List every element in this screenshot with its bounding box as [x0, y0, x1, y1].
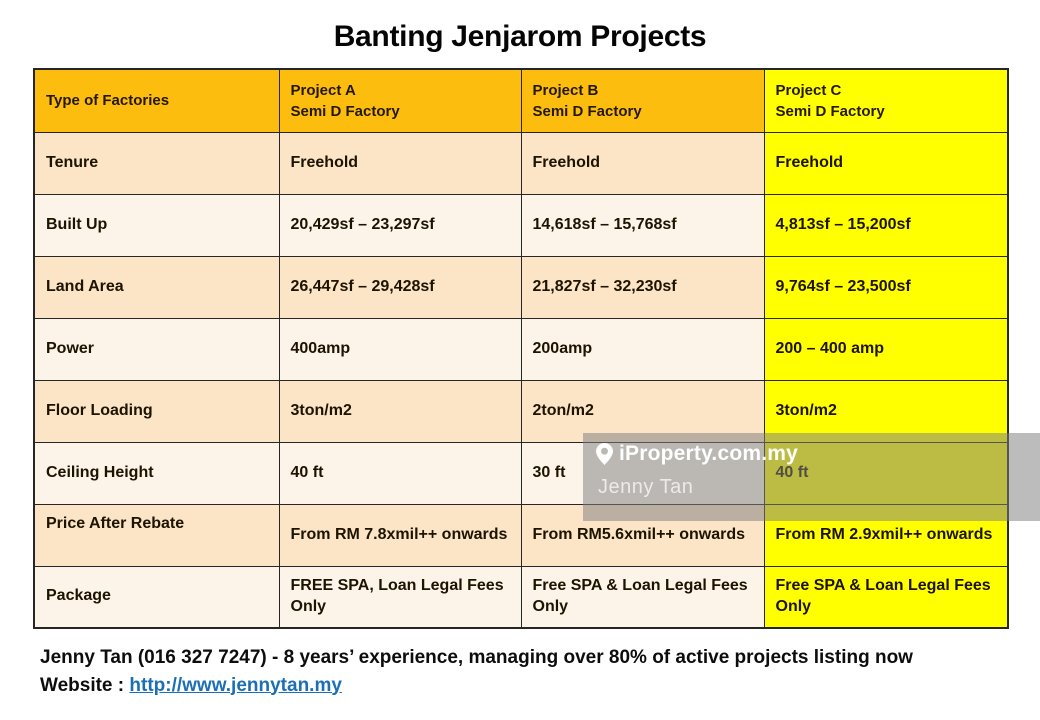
row-label-cell: Built Up	[33, 193, 280, 257]
page-title: Banting Jenjarom Projects	[333, 20, 707, 53]
row-label-cell: Power	[33, 317, 280, 381]
row-label-cell: Package	[33, 565, 280, 629]
value-cell: Freehold	[520, 131, 765, 195]
footer: Jenny Tan (016 327 7247) - 8 years’ expe…	[40, 644, 1020, 699]
value-cell: 3ton/m2	[278, 379, 522, 443]
table-row-power: Power 400amp 200amp 200 – 400 amp	[33, 317, 1009, 381]
table-row-floor-loading: Floor Loading 3ton/m2 2ton/m2 3ton/m2	[33, 379, 1009, 443]
row-label-cell: Land Area	[33, 255, 280, 319]
website-label: Website :	[40, 674, 130, 696]
table-row-package: Package FREE SPA, Loan Legal Fees Only F…	[33, 565, 1009, 629]
header-cell-project-b: Project B Semi D Factory	[520, 68, 765, 133]
value-cell: Freehold	[763, 131, 1009, 195]
website-line: Website : http://www.jennytan.my	[40, 672, 1020, 700]
iproperty-watermark: iProperty.com.my Jenny Tan	[583, 433, 1040, 521]
row-label-cell: Ceiling Height	[33, 441, 280, 505]
row-label-cell: Floor Loading	[33, 379, 280, 443]
table-header-row: Type of Factories Project A Semi D Facto…	[33, 68, 1009, 133]
table-row-built-up: Built Up 20,429sf – 23,297sf 14,618sf – …	[33, 193, 1009, 257]
value-cell: 20,429sf – 23,297sf	[278, 193, 522, 257]
watermark-brand: iProperty.com.my	[596, 442, 1040, 466]
projects-comparison-table: Type of Factories Project A Semi D Facto…	[33, 68, 1009, 629]
value-cell: 9,764sf – 23,500sf	[763, 255, 1009, 319]
header-cell-project-c: Project C Semi D Factory	[763, 68, 1009, 133]
website-link[interactable]: http://www.jennytan.my	[129, 674, 342, 696]
value-cell: FREE SPA, Loan Legal Fees Only	[278, 565, 522, 629]
table-row-tenure: Tenure Freehold Freehold Freehold	[33, 131, 1009, 195]
value-cell: 26,447sf – 29,428sf	[278, 255, 522, 319]
header-cell-project-a: Project A Semi D Factory	[278, 68, 522, 133]
row-label-cell: Tenure	[33, 131, 280, 195]
value-cell: 200amp	[520, 317, 765, 381]
value-cell: 400amp	[278, 317, 522, 381]
header-cell-type-of-factories: Type of Factories	[33, 68, 280, 133]
location-pin-icon	[596, 443, 613, 465]
table-row-land-area: Land Area 26,447sf – 29,428sf 21,827sf –…	[33, 255, 1009, 319]
value-cell: 14,618sf – 15,768sf	[520, 193, 765, 257]
watermark-agent-name: Jenny Tan	[598, 476, 694, 498]
value-cell: 3ton/m2	[763, 379, 1009, 443]
value-cell: Freehold	[278, 131, 522, 195]
agent-contact-line: Jenny Tan (016 327 7247) - 8 years’ expe…	[40, 647, 913, 668]
value-cell: 200 – 400 amp	[763, 317, 1009, 381]
value-cell: Free SPA & Loan Legal Fees Only	[520, 565, 765, 629]
value-cell: 4,813sf – 15,200sf	[763, 193, 1009, 257]
value-cell: From RM 7.8xmil++ onwards	[278, 503, 522, 567]
value-cell: Free SPA & Loan Legal Fees Only	[763, 565, 1009, 629]
value-cell: 21,827sf – 32,230sf	[520, 255, 765, 319]
watermark-brand-text: iProperty.com.my	[619, 442, 799, 465]
row-label-cell: Price After Rebate	[33, 503, 280, 567]
value-cell: 40 ft	[278, 441, 522, 505]
